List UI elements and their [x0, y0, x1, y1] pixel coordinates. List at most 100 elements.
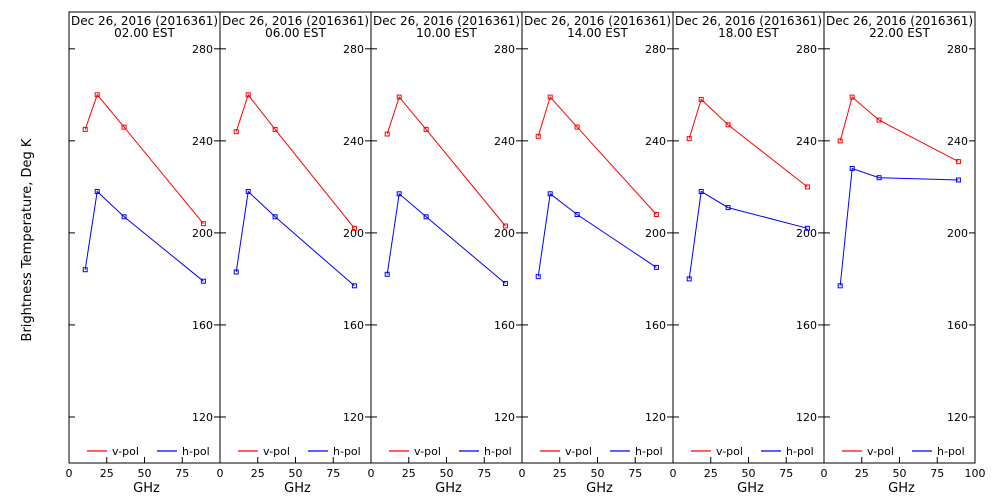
- data-point-v-pol: [547, 94, 553, 100]
- x-tick-label: 50: [591, 467, 605, 480]
- panel-subtitle: 14.00 EST: [567, 26, 628, 40]
- y-tick-label: 160: [796, 319, 817, 332]
- y-tick-label: 240: [947, 135, 968, 148]
- x-tick-label: 50: [440, 467, 454, 480]
- legend-label-h-pol: h-pol: [937, 445, 965, 458]
- y-tick-label: 280: [343, 43, 364, 56]
- data-point-v-pol: [653, 212, 659, 217]
- data-point-v-pol: [121, 124, 127, 130]
- y-tick-label: 280: [645, 43, 666, 56]
- data-point-h-pol: [396, 191, 402, 197]
- x-tick-label: 0: [821, 467, 828, 480]
- legend-label-v-pol: v-pol: [716, 445, 743, 458]
- data-point-h-pol: [574, 212, 580, 217]
- x-tick-label: 25: [553, 467, 567, 480]
- panel-3: Dec 26, 2016 (2016361)10.00 EST 120 160 200…: [368, 11, 523, 496]
- data-point-h-pol: [94, 189, 100, 194]
- legend-label-h-pol: h-pol: [333, 445, 361, 458]
- data-point-h-pol: [686, 276, 692, 282]
- x-tick-label: 75: [628, 467, 642, 480]
- data-point-v-pol: [955, 159, 961, 165]
- x-tick-label: 0: [368, 467, 375, 480]
- series-line-v-pol: [839, 96, 959, 163]
- y-tick-label: 120: [947, 411, 968, 424]
- x-tick-label: 50: [893, 467, 907, 480]
- legend-label-v-pol: v-pol: [263, 445, 290, 458]
- legend-label-v-pol: v-pol: [414, 445, 441, 458]
- data-point-h-pol: [535, 274, 541, 280]
- x-axis-title: GHz: [737, 481, 764, 496]
- x-tick-label: 0: [66, 467, 73, 480]
- panel-1: Dec 26, 2016 (2016361)02.00 EST 120 160 200…: [66, 11, 221, 496]
- y-tick-label: 160: [343, 319, 364, 332]
- y-tick-label: 120: [494, 411, 515, 424]
- panel-subtitle: 06.00 EST: [265, 26, 326, 40]
- data-point-v-pol: [384, 131, 390, 137]
- data-point-h-pol: [233, 269, 239, 275]
- x-axis-title: GHz: [586, 481, 613, 496]
- data-point-v-pol: [82, 126, 88, 132]
- y-tick-label: 240: [343, 135, 364, 148]
- y-tick-label: 120: [343, 411, 364, 424]
- panels-group: Dec 26, 2016 (2016361) 02.00 EST 120 160 200…: [66, 11, 986, 496]
- y-tick-label: 240: [645, 135, 666, 148]
- y-tick-label: 200: [796, 227, 817, 240]
- data-point-h-pol: [849, 166, 855, 171]
- panel-2: Dec 26, 2016 (2016361)06.00 EST 120 160 200…: [217, 11, 372, 496]
- data-point-h-pol: [804, 225, 810, 231]
- data-point-h-pol: [200, 278, 206, 284]
- data-point-v-pol: [574, 124, 580, 130]
- y-tick-label: 160: [947, 319, 968, 332]
- panel-5: Dec 26, 2016 (2016361)18.00 EST 120 160 200…: [670, 11, 825, 496]
- data-point-v-pol: [200, 221, 206, 227]
- x-tick-label: 25: [251, 467, 265, 480]
- y-tick-label: 200: [947, 227, 968, 240]
- x-tick-label: 0: [670, 467, 677, 480]
- data-point-v-pol: [233, 129, 239, 135]
- data-point-h-pol: [502, 281, 508, 286]
- legend-label-v-pol: v-pol: [867, 445, 894, 458]
- legend-label-h-pol: h-pol: [786, 445, 814, 458]
- x-tick-label: 50: [742, 467, 756, 480]
- legend-label-h-pol: h-pol: [635, 445, 663, 458]
- legend-label-h-pol: h-pol: [484, 445, 512, 458]
- series-line-h-pol: [235, 190, 355, 287]
- panel-title: Dec 26, 2016 (2016361): [524, 14, 671, 28]
- legend-label-h-pol: h-pol: [182, 445, 210, 458]
- data-point-h-pol: [272, 214, 278, 220]
- y-tick-label: 160: [645, 319, 666, 332]
- data-point-v-pol: [876, 117, 882, 123]
- x-tick-label: 100: [965, 467, 986, 480]
- y-tick-label: 120: [796, 411, 817, 424]
- data-point-h-pol: [698, 189, 704, 194]
- x-tick-label: 50: [289, 467, 303, 480]
- x-tick-label: 75: [175, 467, 189, 480]
- series-line-v-pol: [688, 98, 808, 188]
- y-tick-label: 160: [192, 319, 213, 332]
- x-tick-label: 75: [779, 467, 793, 480]
- y-tick-label: 200: [192, 227, 213, 240]
- data-point-h-pol: [653, 264, 659, 270]
- panel-6: Dec 26, 2016 (2016361)22.00 EST 120 160 200…: [821, 11, 986, 496]
- y-tick-label: 280: [796, 43, 817, 56]
- panel-subtitle: 10.00 EST: [416, 26, 477, 40]
- legend-label-v-pol: v-pol: [112, 445, 139, 458]
- x-tick-label: 50: [138, 467, 152, 480]
- series-line-h-pol: [537, 192, 657, 277]
- y-tick-label: 240: [796, 135, 817, 148]
- series-line-v-pol: [386, 96, 506, 227]
- panel-subtitle: 02.00 EST: [114, 26, 175, 40]
- panel-title: Dec 26, 2016 (2016361): [222, 14, 369, 28]
- series-line-h-pol: [688, 190, 808, 279]
- y-tick-label: 280: [192, 43, 213, 56]
- panel-title: Dec 26, 2016 (2016361): [675, 14, 822, 28]
- data-point-h-pol: [121, 214, 127, 220]
- series-line-v-pol: [537, 96, 657, 215]
- data-point-v-pol: [686, 136, 692, 142]
- x-tick-label: 0: [217, 467, 224, 480]
- panel-subtitle: 18.00 EST: [718, 26, 779, 40]
- data-point-v-pol: [245, 92, 251, 98]
- x-tick-label: 0: [519, 467, 526, 480]
- panel-title: Dec 26, 2016 (2016361): [826, 14, 973, 28]
- data-point-h-pol: [725, 205, 731, 211]
